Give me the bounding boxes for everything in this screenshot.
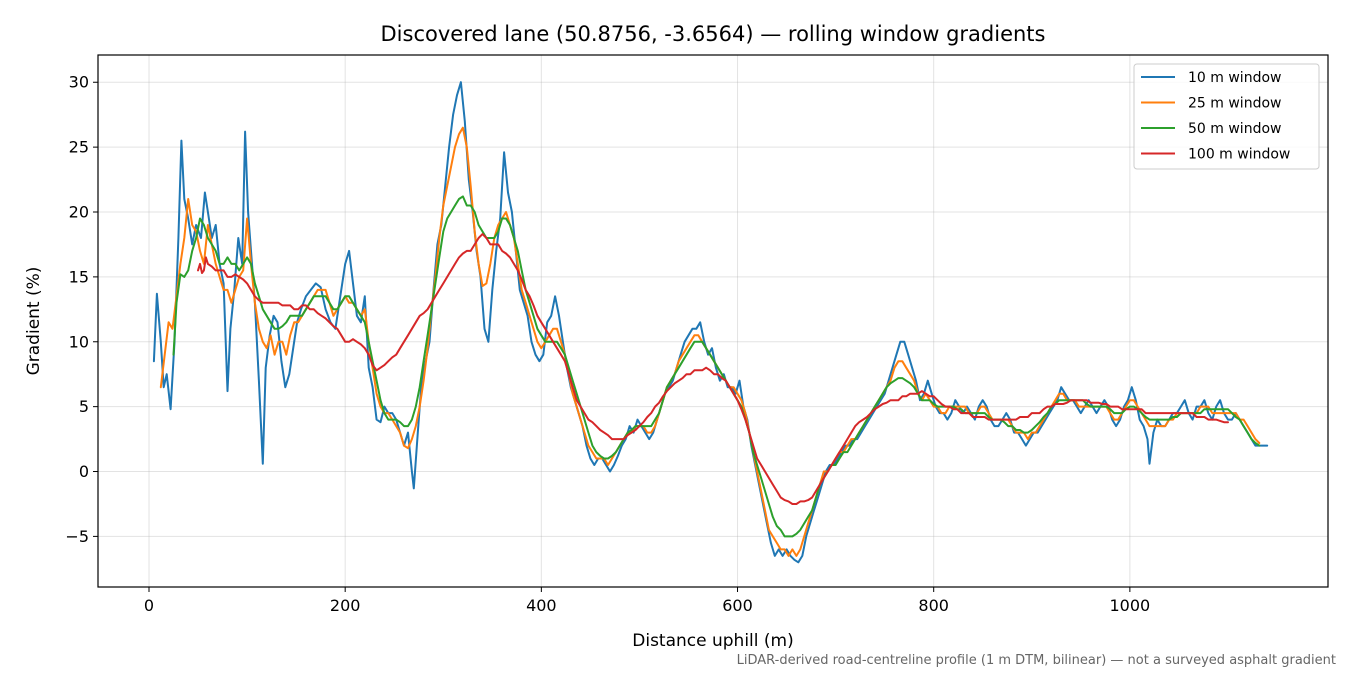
x-axis-label: Distance uphill (m): [632, 631, 793, 651]
series-line-3: [172, 195, 1261, 538]
x-axis: 0 200 400 600 800 1000: [144, 587, 1150, 615]
series-line-4: [197, 233, 1229, 505]
plot-frame: [97, 54, 1329, 588]
series-layer: [152, 81, 1269, 564]
y-tick-label: 5: [79, 397, 89, 416]
y-tick-label: 0: [79, 462, 89, 481]
footnote: LiDAR-derived road-centreline profile (1…: [737, 653, 1336, 668]
series-line-1: [152, 81, 1269, 564]
legend-label: 10 m window: [1188, 70, 1281, 86]
y-axis-label: Gradient (%): [24, 267, 44, 376]
legend-label: 25 m window: [1188, 96, 1281, 112]
x-tick-label: 600: [722, 596, 753, 615]
y-tick-label: 25: [69, 138, 89, 157]
y-tick-label: 20: [69, 203, 89, 222]
y-tick-label: 15: [69, 267, 89, 286]
x-tick-label: 0: [144, 596, 154, 615]
chart-title: Discovered lane (50.8756, -3.6564) — rol…: [381, 22, 1046, 46]
legend-box: [1133, 63, 1320, 170]
y-tick-label: 30: [69, 73, 89, 92]
legend-entries: 10 m window 25 m window 50 m window 100 m w…: [1141, 70, 1290, 163]
grid: [98, 55, 1328, 587]
y-tick-label: −5: [65, 527, 89, 546]
legend-label: 100 m window: [1188, 147, 1290, 163]
y-axis: −5 0 5 10 15 20 25 30: [65, 73, 98, 546]
y-tick-label: 10: [69, 332, 89, 351]
x-tick-label: 200: [330, 596, 361, 615]
x-tick-label: 400: [526, 596, 557, 615]
legend: 10 m window 25 m window 50 m window 100 m w…: [1133, 63, 1320, 170]
x-tick-label: 800: [918, 596, 949, 615]
legend-label: 50 m window: [1188, 121, 1281, 137]
x-tick-label: 1000: [1110, 596, 1151, 615]
